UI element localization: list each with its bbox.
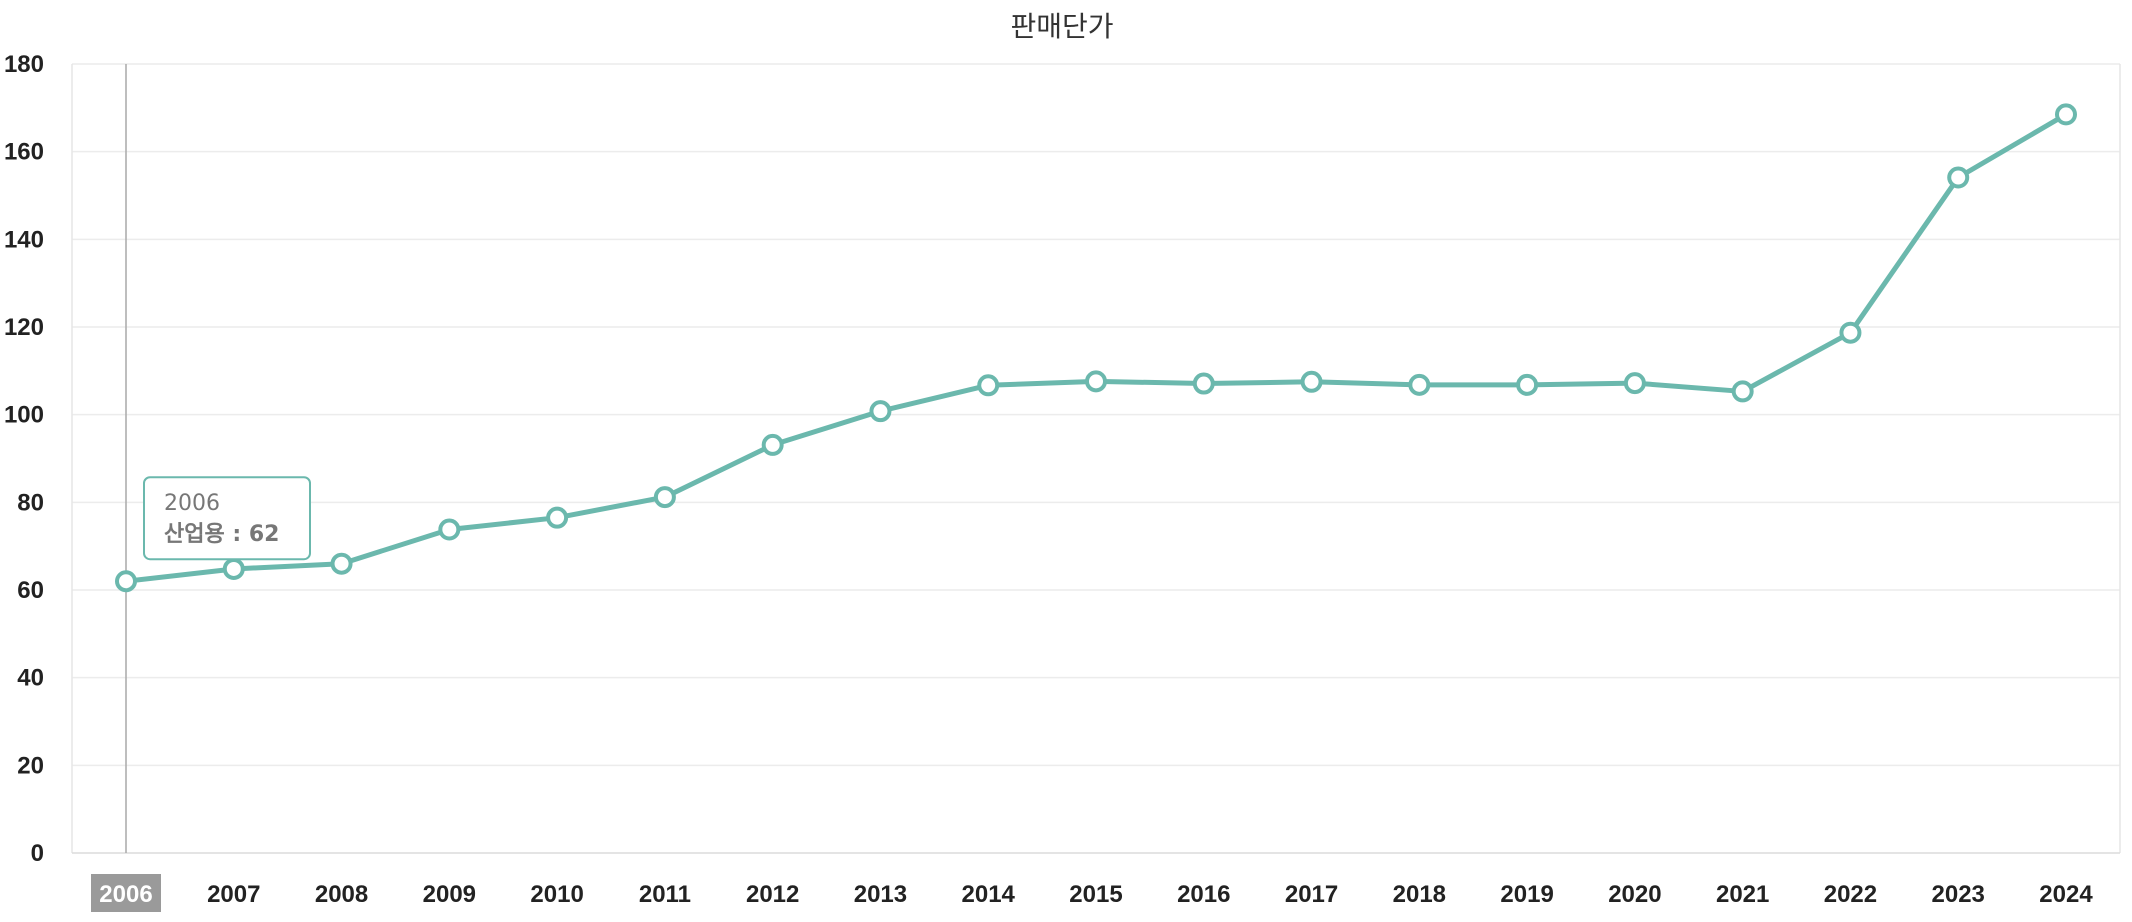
data-point[interactable] [222,557,245,580]
data-point[interactable] [438,518,461,541]
x-tick-label: 2016 [1177,881,1230,908]
chart-title: 판매단가 [1010,10,1113,43]
x-tick-label: 2007 [207,881,260,908]
data-point[interactable] [1192,372,1215,395]
data-point[interactable] [653,486,676,509]
tooltip: 2006 산업용 : 62 [143,476,311,561]
data-point[interactable] [546,506,569,529]
x-tick-label: 2019 [1500,881,1553,908]
x-tick-label: 2014 [962,881,1016,908]
x-tick-label: 2015 [1069,881,1122,908]
x-tick-label: 2023 [1932,881,1985,908]
active-x-highlight [91,874,161,912]
x-tick-label: 2018 [1393,881,1446,908]
axes [71,64,2121,854]
x-tick-label: 2020 [1608,881,1661,908]
data-point[interactable] [1085,370,1107,393]
series-line-path [123,111,2069,584]
data-point[interactable] [1839,321,1862,344]
data-point[interactable] [1623,372,1646,395]
tooltip-year: 2006 [164,491,220,516]
data-points[interactable] [115,103,2077,593]
x-tick-label: 2021 [1716,881,1769,908]
y-tick-label: 140 [4,226,44,253]
x-tick-label: 2022 [1824,881,1877,908]
x-tick-label: 2009 [423,881,476,908]
y-tick-label: 180 [4,51,44,78]
data-point[interactable] [330,552,353,575]
y-axis-labels: 0 20 40 60 80 100 120 140 160 180 [4,51,44,867]
x-tick-label: 2008 [315,881,368,908]
x-tick-label: 2017 [1285,881,1338,908]
data-point[interactable] [115,570,137,593]
x-tick-label: 2010 [530,881,583,908]
y-tick-label: 100 [4,402,44,429]
data-point[interactable] [977,374,1000,397]
x-tick-label: 2024 [2039,881,2093,908]
data-point[interactable] [1516,373,1539,396]
grid-lines [72,63,2120,767]
y-tick-label: 60 [17,577,44,604]
tooltip-value: 산업용 : 62 [164,522,279,547]
data-point[interactable] [1300,370,1323,393]
y-tick-label: 0 [31,840,44,867]
data-point[interactable] [2055,103,2077,126]
y-tick-label: 20 [17,752,44,779]
data-point[interactable] [869,400,892,423]
y-tick-label: 40 [17,665,44,692]
y-tick-label: 80 [17,489,44,516]
y-tick-label: 160 [4,139,44,166]
data-point[interactable] [1408,373,1431,396]
tooltip-box [143,476,311,561]
x-tick-label: 2011 [639,881,691,908]
data-point[interactable] [761,433,784,456]
y-tick-label: 120 [4,314,44,341]
series-line [123,111,2069,584]
x-axis-labels: 2006 2007 2008 2009 2010 2011 2012 2013 2014 2015… [91,874,2093,912]
data-point[interactable] [1731,380,1754,403]
data-point[interactable] [1947,166,1970,189]
x-tick-label: 2013 [854,881,907,908]
x-tick-label: 2006 [99,881,152,908]
x-tick-label: 2012 [746,881,799,908]
